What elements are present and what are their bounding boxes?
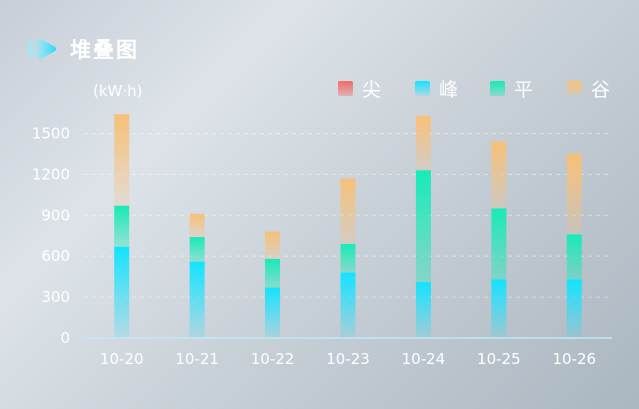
legend-swatch xyxy=(490,81,505,96)
y-tick-label: 1200 xyxy=(32,165,70,183)
y-tick-label: 300 xyxy=(41,288,70,306)
bar-segment xyxy=(189,261,205,338)
bar-segment xyxy=(566,279,582,338)
legend-item[interactable]: 峰 xyxy=(415,79,458,101)
bar-segment xyxy=(566,234,582,280)
legend-swatch xyxy=(567,81,582,96)
bar-segment xyxy=(265,258,281,288)
title-row: 堆叠图 xyxy=(28,34,139,64)
legend-item[interactable]: 谷 xyxy=(567,79,610,101)
x-tick-label: 10-20 xyxy=(100,350,144,368)
x-tick-label: 10-23 xyxy=(326,350,370,368)
legend-label: 谷 xyxy=(591,79,610,101)
legend-label: 峰 xyxy=(439,79,458,101)
bar-segment xyxy=(340,272,356,338)
bar-segment xyxy=(114,114,130,206)
legend-swatch xyxy=(415,81,430,96)
chart-title: 堆叠图 xyxy=(70,38,139,62)
bars xyxy=(114,114,582,338)
x-tick-label: 10-25 xyxy=(477,350,521,368)
bar-segment xyxy=(491,279,507,338)
legend-label: 尖 xyxy=(362,79,381,101)
y-tick-label: 1500 xyxy=(32,124,70,142)
bar-segment xyxy=(265,231,281,259)
y-tick-label: 600 xyxy=(41,247,70,265)
bar-segment xyxy=(415,170,431,283)
legend-swatch xyxy=(338,81,353,96)
bar-segment xyxy=(189,213,205,238)
x-tick-label: 10-22 xyxy=(251,350,295,368)
bar-segment xyxy=(340,243,356,273)
bar-segment xyxy=(491,208,507,280)
axes: 0 300 600 900 1200 1500 (kW·h) 10-20 10-21 10-22 1… xyxy=(32,82,612,368)
legend-label: 平 xyxy=(514,79,533,101)
x-tick-label: 10-24 xyxy=(402,350,446,368)
legend-item[interactable]: 尖 xyxy=(338,79,381,101)
x-tick-label: 10-21 xyxy=(175,350,219,368)
play-icon xyxy=(28,37,56,61)
bar-segment xyxy=(491,141,507,209)
bar-segment xyxy=(114,246,130,338)
bar-segment xyxy=(265,287,281,338)
bar-segment xyxy=(415,115,431,171)
bar-segment xyxy=(566,153,582,235)
bar-segment xyxy=(415,282,431,338)
bar-segment xyxy=(189,237,205,262)
bar-segment xyxy=(340,178,356,244)
y-unit-label: (kW·h) xyxy=(93,82,143,100)
bar-segment xyxy=(114,205,130,247)
y-tick-label: 0 xyxy=(60,329,70,347)
legend: 尖峰平谷 xyxy=(338,79,610,101)
y-tick-label: 900 xyxy=(41,206,70,224)
legend-item[interactable]: 平 xyxy=(490,79,533,101)
x-tick-label: 10-26 xyxy=(552,350,596,368)
